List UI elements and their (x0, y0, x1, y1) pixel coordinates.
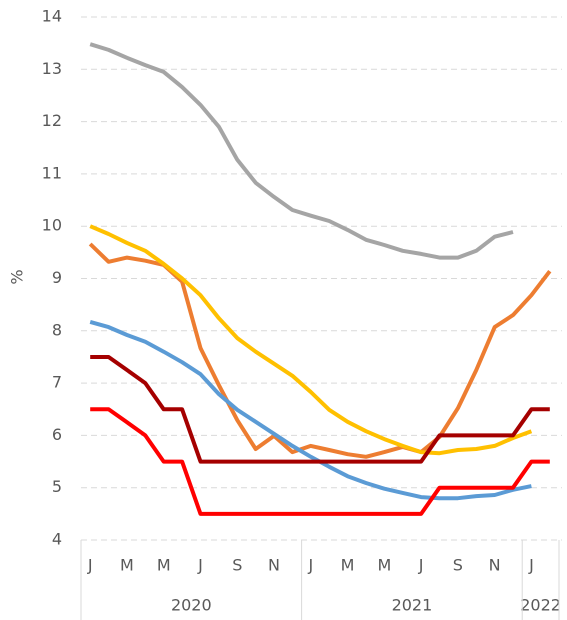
y-tick-label: 14 (42, 7, 62, 26)
x-tick-label: N (268, 556, 280, 575)
x-tick-label: J (307, 556, 313, 575)
y-tick-label: 8 (52, 320, 62, 339)
y-tick-label: 10 (42, 216, 62, 235)
x-tick-label: M (341, 556, 355, 575)
y-axis-label: % (8, 269, 27, 284)
x-tick-label: J (197, 556, 203, 575)
y-tick-label: 7 (52, 373, 62, 392)
series-line (90, 355, 550, 464)
y-tick-label: 5 (52, 477, 62, 496)
y-tick-label: 9 (52, 268, 62, 287)
y-tick-label: 12 (42, 111, 62, 130)
series-line (89, 42, 514, 260)
series-line (89, 224, 533, 456)
x-tick-label: M (120, 556, 134, 575)
x-tick-label: S (232, 556, 242, 575)
x-tick-label: J (528, 556, 534, 575)
x-tick-label: J (418, 556, 424, 575)
x-tick-label: S (453, 556, 463, 575)
x-tick-label: N (489, 556, 501, 575)
year-label: 2022 (520, 596, 561, 615)
y-tick-label: 4 (52, 530, 62, 549)
y-tick-label: 6 (52, 425, 62, 444)
x-tick-label: M (157, 556, 171, 575)
year-label: 2020 (171, 596, 212, 615)
year-label: 2021 (392, 596, 433, 615)
series-line (90, 407, 550, 516)
y-tick-label: 13 (42, 59, 62, 78)
x-tick-label: M (377, 556, 391, 575)
x-tick-label: J (87, 556, 93, 575)
series-line (89, 319, 532, 501)
y-tick-label: 11 (42, 163, 62, 182)
